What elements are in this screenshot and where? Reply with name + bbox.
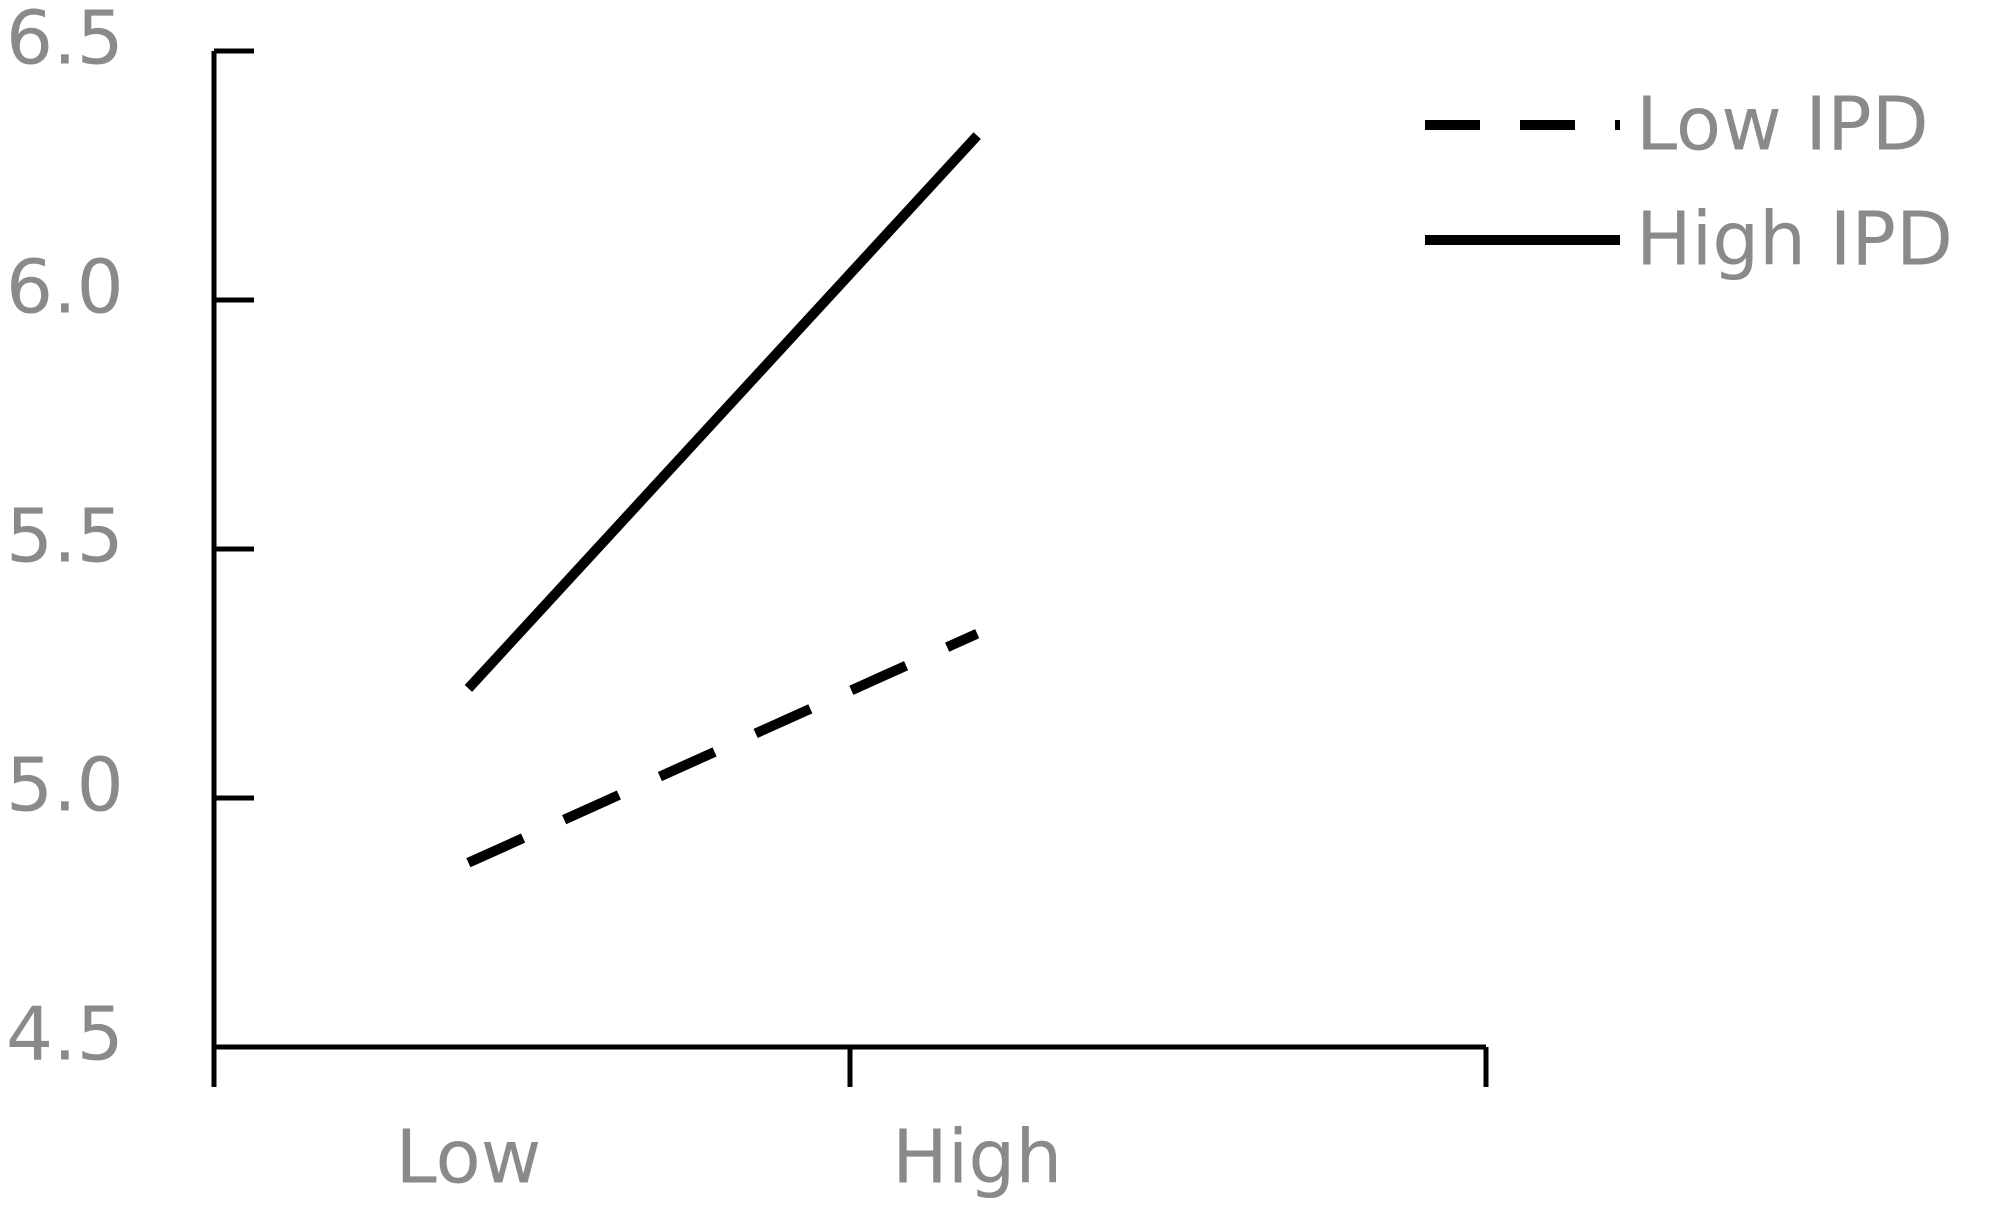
y-tick-label: 4.5 [6, 992, 124, 1078]
series-line [466, 629, 980, 868]
y-tick-label: 5.5 [6, 494, 124, 580]
legend-label: Low IPD [1636, 82, 1929, 168]
legend-label: High IPD [1636, 197, 1953, 283]
x-tick-label: Low [396, 1115, 542, 1201]
y-tick-label: 6.5 [6, 0, 124, 82]
series-line [464, 132, 981, 692]
y-tick-label: 5.0 [6, 743, 124, 829]
x-tick-label: High [892, 1115, 1062, 1201]
y-tick-label: 6.0 [6, 245, 124, 331]
